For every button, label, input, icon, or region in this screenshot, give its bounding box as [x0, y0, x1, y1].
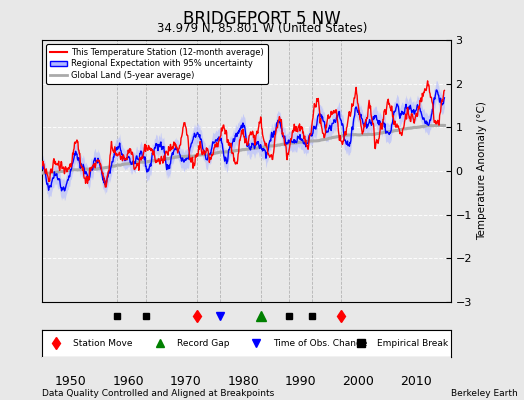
Text: Empirical Break: Empirical Break [377, 339, 448, 348]
Text: Station Move: Station Move [72, 339, 132, 348]
Text: Record Gap: Record Gap [177, 339, 230, 348]
Text: Berkeley Earth: Berkeley Earth [451, 389, 517, 398]
Text: 34.979 N, 85.801 W (United States): 34.979 N, 85.801 W (United States) [157, 22, 367, 35]
Y-axis label: Temperature Anomaly (°C): Temperature Anomaly (°C) [477, 102, 487, 240]
Text: BRIDGEPORT 5 NW: BRIDGEPORT 5 NW [183, 10, 341, 28]
Legend: This Temperature Station (12-month average), Regional Expectation with 95% uncer: This Temperature Station (12-month avera… [46, 44, 268, 84]
Text: Data Quality Controlled and Aligned at Breakpoints: Data Quality Controlled and Aligned at B… [42, 389, 274, 398]
Text: Time of Obs. Change: Time of Obs. Change [273, 339, 367, 348]
